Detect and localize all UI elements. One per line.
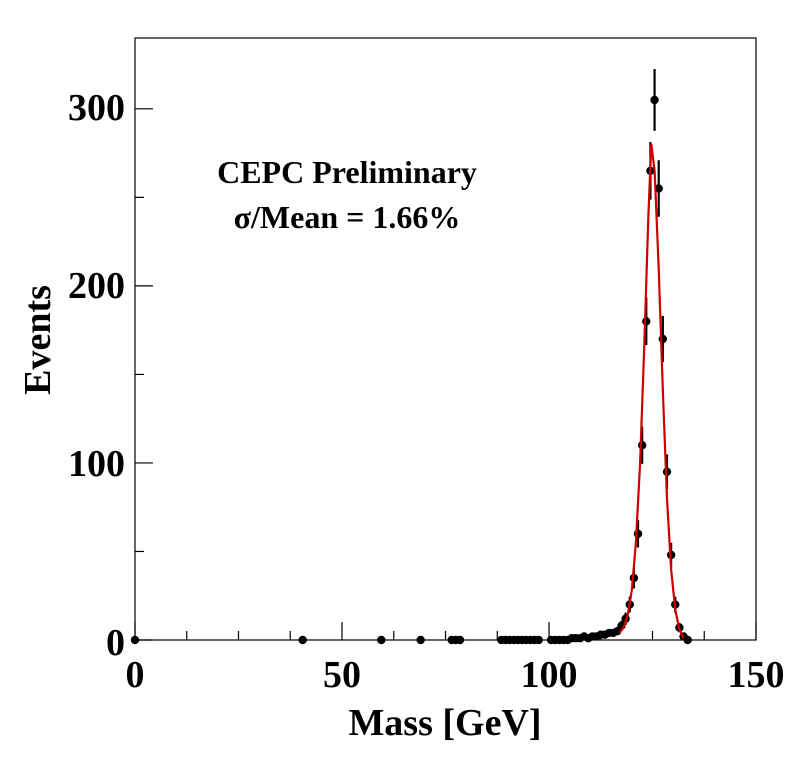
y-tick-label: 100	[68, 443, 125, 485]
data-point	[683, 635, 692, 645]
y-tick-label: 0	[106, 622, 125, 664]
y-tick-label: 300	[68, 87, 125, 129]
x-tick-label: 0	[126, 654, 145, 696]
x-tick-label: 100	[521, 654, 578, 696]
data-point	[637, 441, 647, 450]
preliminary-label: CEPC Preliminary	[217, 154, 477, 190]
data-point	[377, 635, 386, 645]
data-point	[455, 635, 465, 645]
data-point	[654, 184, 663, 193]
resolution-label: σ/Mean = 1.66%	[234, 199, 461, 235]
data-point	[642, 317, 651, 326]
data-point	[298, 635, 307, 645]
gaussian-fit-line	[618, 144, 685, 639]
x-axis-title: Mass [GeV]	[348, 702, 541, 744]
x-axis-ticks	[134, 622, 757, 640]
data-point	[416, 635, 425, 645]
plot-frame	[134, 37, 757, 641]
y-axis-title: Events	[17, 285, 59, 395]
y-axis-tick-labels: 0 100 200 300	[68, 87, 125, 664]
data-point	[650, 95, 659, 105]
x-tick-label: 150	[728, 654, 785, 696]
y-tick-label: 200	[68, 265, 125, 307]
x-tick-label: 50	[323, 654, 361, 696]
data-point	[130, 635, 140, 645]
data-point	[633, 529, 643, 538]
x-axis-tick-labels: 0 50 100 150	[126, 654, 785, 696]
data-point	[534, 635, 543, 645]
